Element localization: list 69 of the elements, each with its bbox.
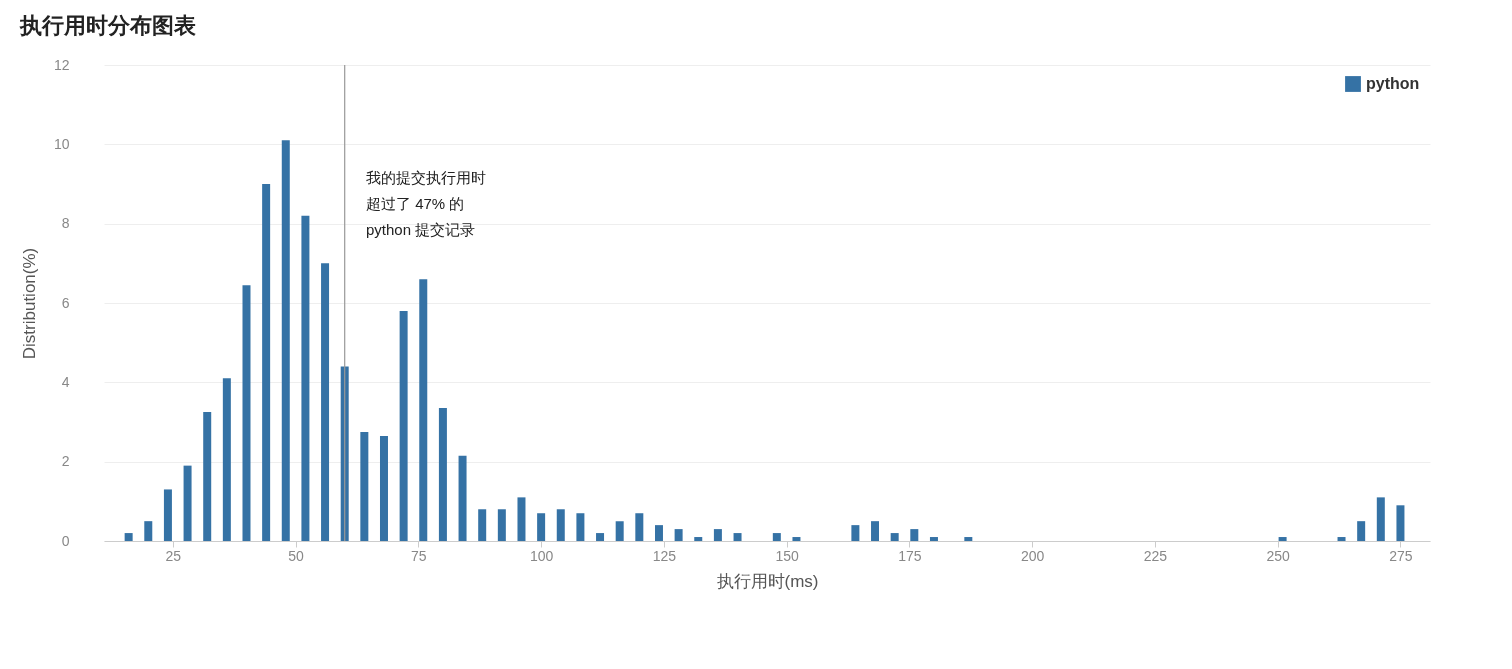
y-tick-label: 0 [61,532,70,549]
bar [635,513,644,541]
x-axis-title: 执行用时(ms) [716,571,819,591]
bar [497,509,506,541]
bar [871,521,880,541]
y-tick-label: 2 [61,453,70,470]
bar [615,521,624,541]
bar [399,310,408,541]
x-tick-label: 225 [1143,547,1168,564]
bar [203,412,212,541]
y-tick-label: 10 [53,135,70,152]
bar [163,489,172,541]
bar [301,215,310,541]
bar [792,537,801,541]
bar [517,497,526,541]
bar [262,184,271,541]
bar [596,533,605,541]
y-tick-label: 12 [53,56,70,73]
bar [1278,537,1287,541]
bar [1396,505,1405,541]
annotation: 我的提交执行用时 [366,169,486,186]
bar [124,533,133,541]
x-tick-label: 175 [898,547,922,564]
annotation: 超过了 47% 的 [366,195,465,212]
x-tick-label: 250 [1266,547,1291,564]
bar [674,529,683,541]
x-tick-label: 75 [411,547,427,564]
bar [910,529,919,541]
bar [1337,537,1346,541]
annotation: python 提交记录 [366,221,476,238]
bar [458,455,467,541]
chart-title: 执行用时分布图表 [19,13,197,38]
legend-label: python [1366,75,1420,92]
bar [1376,497,1385,541]
bar [242,285,251,541]
bar [964,537,973,541]
x-tick-label: 125 [652,547,677,564]
bar [183,465,192,541]
bar [576,513,585,541]
x-tick-label: 275 [1389,547,1413,564]
x-tick-label: 150 [775,547,800,564]
bar [654,525,663,541]
bar [144,521,153,541]
bar [733,533,742,541]
bar [694,537,703,541]
bar [556,509,565,541]
x-tick-label: 25 [165,547,182,564]
y-tick-label: 6 [61,294,70,311]
x-tick-label: 200 [1020,547,1045,564]
bar [890,533,899,541]
bar [360,431,369,541]
bar [379,435,388,541]
bar [713,529,722,541]
bar [1357,521,1366,541]
bar [281,140,290,541]
bar [419,279,428,541]
x-tick-label: 50 [288,547,305,564]
y-tick-label: 8 [61,215,70,232]
bar [851,525,860,541]
bar [929,537,938,541]
bar [537,513,546,541]
x-tick-label: 100 [529,547,554,564]
bar [222,378,231,541]
y-tick-label: 4 [61,373,70,390]
bar [438,408,447,541]
bar [772,533,781,541]
bar [321,263,330,541]
y-axis-title: Distribution(%) [19,247,39,360]
bar [478,509,487,541]
